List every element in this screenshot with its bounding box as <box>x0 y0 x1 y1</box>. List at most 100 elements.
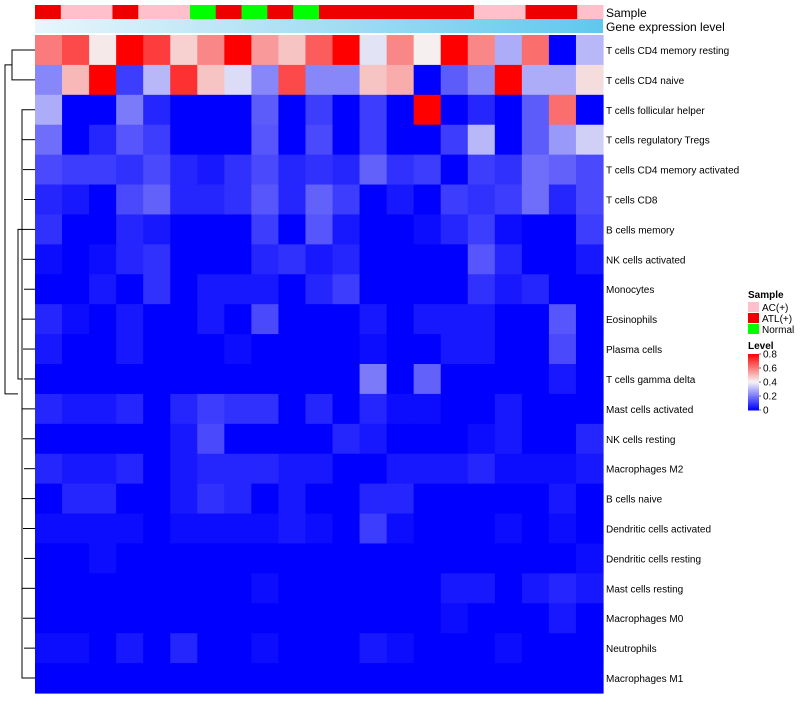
heatmap-cell <box>197 663 225 694</box>
heatmap-cell <box>332 513 361 545</box>
heatmap-cell <box>35 573 63 604</box>
colorbar-segment <box>748 358 759 361</box>
heatmap-cell <box>359 573 388 604</box>
heatmap-cell <box>278 94 307 126</box>
heatmap-cell <box>521 453 550 485</box>
heatmap-cell <box>251 304 280 335</box>
heatmap-cell <box>359 244 388 275</box>
colorbar-segment <box>748 355 759 358</box>
row-label: T cells CD4 memory resting <box>606 46 729 57</box>
heatmap-cell <box>548 94 577 126</box>
heatmap-cell <box>197 483 225 515</box>
row-label: T cells CD4 naive <box>606 76 685 87</box>
heatmap-cell <box>548 483 577 515</box>
level-colorbar: 0.8 0.6 0.4 0.2 0 <box>748 350 777 417</box>
heatmap-cell <box>440 94 469 126</box>
heatmap-cell <box>197 393 225 425</box>
heatmap-cell <box>89 603 117 634</box>
sample-annotation-cell <box>525 5 552 19</box>
heatmap-cell <box>467 513 496 545</box>
heatmap-cell <box>575 35 604 66</box>
heatmap-cell <box>359 334 388 365</box>
colorbar-tick-label: 0.2 <box>763 392 777 403</box>
heatmap-cell <box>143 124 171 156</box>
heatmap-cell <box>521 35 550 66</box>
heatmap-cell <box>386 364 415 395</box>
heatmap-cell <box>35 274 63 305</box>
sample-legend-label: Normal <box>762 325 794 336</box>
sample-annotation-cell <box>473 5 501 19</box>
heatmap-cell <box>278 603 307 634</box>
heatmap-cell <box>386 274 415 305</box>
heatmap-cell <box>35 603 63 634</box>
row-label: Macrophages M0 <box>606 614 684 625</box>
heatmap-cell <box>548 154 577 186</box>
colorbar-segment <box>748 379 759 382</box>
colorbar-segment <box>748 363 759 366</box>
heatmap-cell <box>386 214 415 245</box>
heatmap-cell <box>278 633 307 664</box>
sample-annotation-cell <box>189 5 217 19</box>
row-label: Dendritic cells activated <box>606 525 711 536</box>
heatmap-cell <box>170 274 198 305</box>
heatmap-cell <box>62 513 90 545</box>
heatmap-cell <box>305 543 334 574</box>
heatmap-cell <box>413 513 442 545</box>
heatmap-cell <box>467 244 496 275</box>
heatmap-cell <box>170 214 198 245</box>
colorbar-segment <box>748 356 759 359</box>
colorbar-segment <box>748 377 759 380</box>
colorbar-segment <box>748 370 759 373</box>
heatmap-cell <box>332 304 361 335</box>
sample-annotation-cell <box>241 5 268 19</box>
heatmap-cell <box>224 573 252 604</box>
heatmap-cell <box>359 304 388 335</box>
heatmap-cell <box>170 453 198 485</box>
heatmap-cell <box>278 124 307 156</box>
heatmap-cell <box>143 393 171 425</box>
colorbar-segment <box>748 383 759 386</box>
sample-legend-swatch <box>748 302 759 312</box>
heatmap-cell <box>305 483 334 515</box>
heatmap-cell <box>440 364 469 395</box>
heatmap-cell <box>467 124 496 156</box>
heatmap-cell <box>305 35 334 66</box>
heatmap-cell <box>143 453 171 485</box>
heatmap-cell <box>170 64 198 96</box>
heatmap-cell <box>197 423 225 455</box>
heatmap-cell <box>224 633 252 664</box>
heatmap-cell <box>224 304 252 335</box>
heatmap-cell <box>116 453 144 485</box>
heatmap-cell <box>494 334 523 365</box>
heatmap-cell <box>521 633 550 664</box>
heatmap-cell <box>197 513 225 545</box>
heatmap-cell <box>89 393 117 425</box>
dendrogram-branch <box>17 228 22 380</box>
heatmap-cell <box>467 483 496 515</box>
heatmap-cell <box>575 543 604 574</box>
heatmap-cell <box>143 154 171 186</box>
heatmap-cell <box>413 453 442 485</box>
colorbar-segment <box>748 362 759 365</box>
heatmap-cell <box>332 453 361 485</box>
heatmap-cell <box>278 483 307 515</box>
heatmap-cell <box>89 94 117 126</box>
heatmap-cell <box>89 453 117 485</box>
row-label: T cells follicular helper <box>606 106 705 117</box>
heatmap-cell <box>62 154 90 186</box>
heatmap-cell <box>386 244 415 275</box>
heatmap-cell <box>413 633 442 664</box>
row-label: B cells naive <box>606 495 663 506</box>
heatmap-cell <box>305 304 334 335</box>
heatmap-cell <box>467 633 496 664</box>
heatmap-cell <box>62 244 90 275</box>
heatmap-cell <box>197 214 225 245</box>
heatmap-cell <box>278 274 307 305</box>
heatmap-cell <box>548 304 577 335</box>
heatmap-cell <box>170 154 198 186</box>
heatmap-cell <box>413 304 442 335</box>
heatmap-cell <box>386 184 415 216</box>
sample-legend-swatch <box>748 313 759 323</box>
row-dendrogram <box>4 49 35 679</box>
colorbar-segment <box>748 372 759 375</box>
